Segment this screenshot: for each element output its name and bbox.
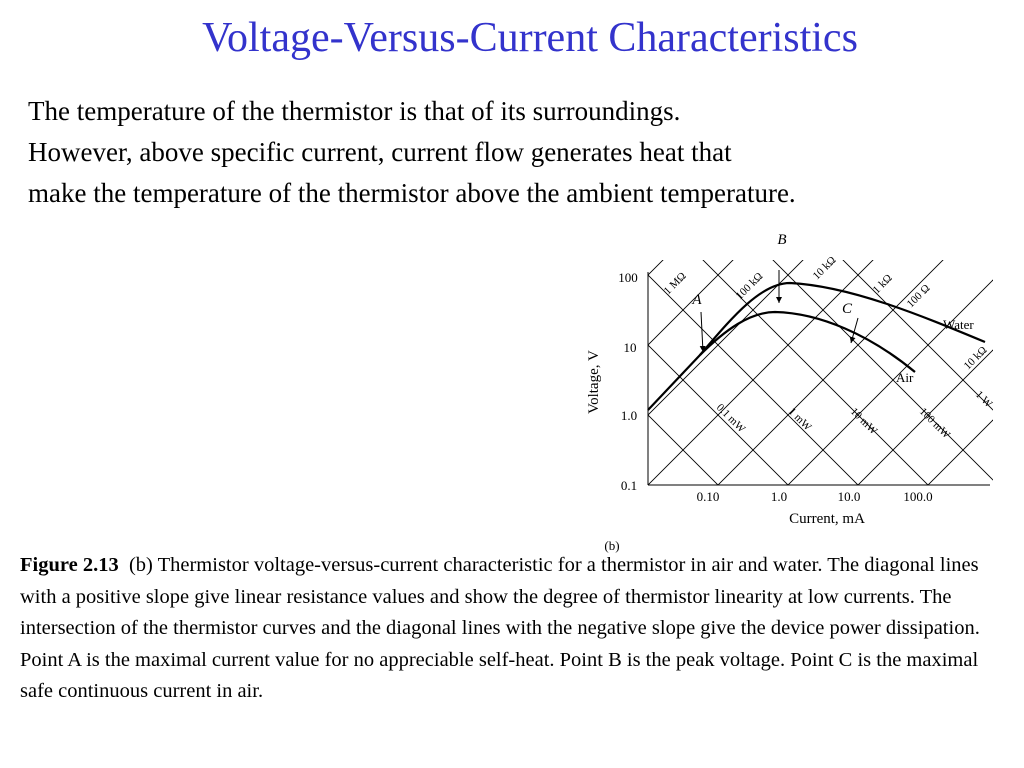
point-label: A [691, 292, 702, 308]
resistance-label: 10 kΩ [811, 254, 839, 282]
resistance-label: 1 MΩ [662, 270, 689, 297]
diagonal-line [560, 225, 668, 555]
diagonal-line [772, 260, 993, 481]
resistance-label: 100 kΩ [734, 270, 766, 302]
caption-text: (b) Thermistor voltage-versus-current ch… [20, 554, 980, 702]
power-label: 0.1 mW [714, 402, 748, 436]
diagonal-line [648, 260, 874, 485]
diagonal-line [698, 225, 1010, 555]
x-axis-label: Current, mA [789, 511, 865, 527]
point-label: B [777, 232, 786, 248]
figure: 100 10 1.0 0.1 0.10 1.0 10.0 100.0 Curre… [560, 225, 1010, 555]
diagonal-line [560, 225, 668, 555]
power-label: 1 mW [786, 406, 814, 434]
resistance-label: 1 kΩ [871, 272, 895, 296]
curve-label: Air [896, 370, 914, 385]
resistance-label: 100 Ω [905, 282, 933, 310]
power-label: 100 mW [917, 406, 953, 442]
x-tick-label: 0.10 [697, 489, 720, 504]
arrow [849, 317, 859, 344]
air-curve [647, 310, 916, 411]
body-text: The temperature of the thermistor is tha… [28, 96, 681, 126]
diagonal-line [717, 260, 944, 485]
diagonal-line [648, 260, 734, 346]
y-tick-label: 10 [624, 340, 637, 355]
panel-label: (b) [604, 538, 619, 553]
x-tick-label: 10.0 [838, 489, 861, 504]
y-tick-label: 0.1 [621, 478, 637, 493]
figure-caption: Figure 2.13 (b) Thermistor voltage-versu… [20, 550, 1005, 708]
water-curve [699, 281, 986, 356]
diagonal-line [702, 260, 929, 485]
diagonal-line [648, 274, 859, 485]
diagonal-line [768, 225, 1010, 555]
body-text: However, above specific current, current… [28, 137, 732, 167]
caption-label: Figure 2.13 [20, 554, 119, 576]
power-label: 10 mW [848, 406, 880, 438]
point-label: C [842, 301, 853, 317]
diagonal-line [842, 260, 993, 411]
arrow [699, 311, 706, 353]
curve-label: Water [943, 317, 974, 332]
body-text: make the temperature of the thermistor a… [28, 178, 796, 208]
x-tick-label: 1.0 [771, 489, 787, 504]
diagonal-line [787, 279, 993, 485]
power-label: 1 W [973, 389, 995, 411]
slide-title: Voltage-Versus-Current Characteristics [202, 15, 858, 61]
y-tick-label: 100 [618, 270, 638, 285]
y-axis-label: Voltage, V [586, 350, 602, 414]
y-tick-label: 1.0 [621, 408, 637, 423]
x-tick-label: 100.0 [903, 489, 932, 504]
